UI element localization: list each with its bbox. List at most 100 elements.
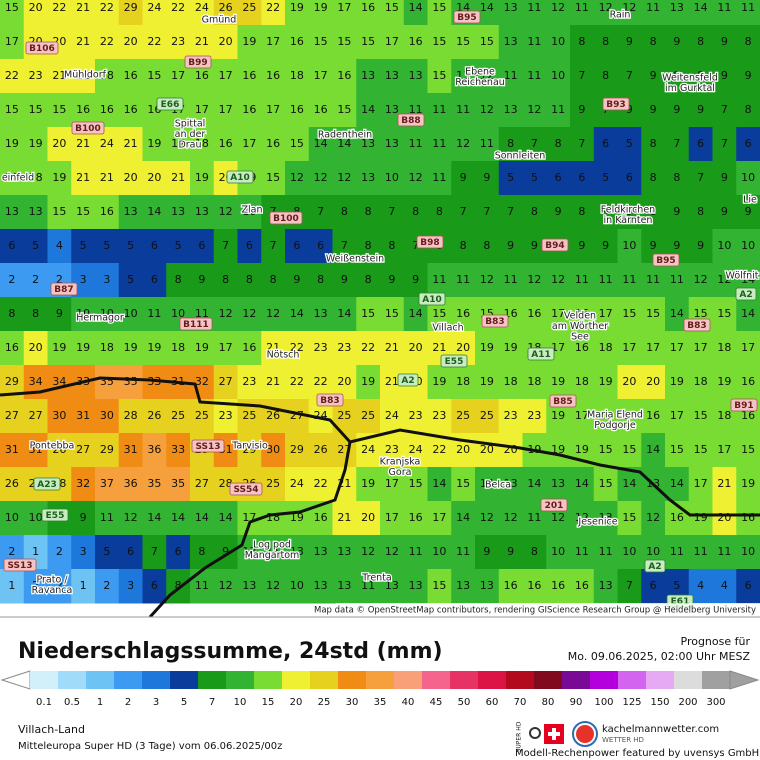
legend-tick-label: 2	[125, 697, 131, 708]
precip-cell	[498, 229, 523, 264]
precip-value: 11	[551, 103, 565, 116]
precip-value: 6	[8, 239, 15, 252]
precip-cell	[522, 59, 547, 94]
precip-value: 17	[314, 69, 328, 82]
precip-value: 2	[56, 273, 63, 286]
precip-value: 15	[385, 1, 399, 14]
legend-swatch	[282, 671, 310, 689]
road-label: A10	[230, 173, 250, 183]
precip-value: 12	[717, 273, 731, 286]
precip-value: 9	[578, 103, 585, 116]
road-label: B98	[420, 238, 439, 248]
precip-value: 8	[602, 35, 609, 48]
precip-cell	[641, 59, 666, 94]
precip-cell	[142, 59, 167, 94]
precip-cell	[0, 263, 25, 298]
legend-tick-label: 150	[650, 697, 669, 708]
road-label: B83	[687, 321, 706, 331]
precip-cell	[593, 59, 618, 94]
precip-value: 11	[195, 307, 209, 320]
precip-cell	[688, 535, 713, 570]
values: 15 20 22 21 22 29 24 22 24 26 25 22 19 19 17 16 15 14 15 14…	[5, 1, 755, 592]
precip-cell	[95, 195, 120, 230]
place-label: Tarvisio	[231, 441, 268, 452]
precip-value: 19	[670, 375, 684, 388]
precip-value: 11	[432, 103, 446, 116]
precip-value: 8	[317, 273, 324, 286]
precip-value: 16	[527, 307, 541, 320]
precip-cell	[665, 433, 690, 468]
precip-cell	[617, 535, 642, 570]
precip-cell	[451, 365, 476, 400]
precip-cell	[498, 467, 523, 502]
badge: SUPER HD	[516, 721, 523, 752]
precip-value: 11	[456, 103, 470, 116]
precip-cell	[522, 25, 547, 60]
precip-value: 12	[551, 511, 565, 524]
precip-cell	[736, 93, 760, 128]
precip-cell	[546, 467, 571, 502]
precip-value: 20	[646, 375, 660, 388]
precip-cell	[712, 501, 737, 536]
precip-cell	[261, 161, 286, 196]
precip-cell	[546, 297, 571, 332]
precip-value: 18	[575, 375, 589, 388]
place-label: Feldkirchen	[601, 205, 655, 216]
road-label: B87	[54, 285, 73, 295]
precip-cell	[118, 25, 143, 60]
precip-cell	[522, 0, 547, 26]
precip-cell	[593, 467, 618, 502]
precip-value: 2	[56, 579, 63, 592]
precip-value: 14	[527, 477, 541, 490]
precip-cell	[285, 297, 310, 332]
precip-cell	[522, 365, 547, 400]
precip-value: 6	[198, 239, 205, 252]
precip-cell	[688, 467, 713, 502]
precip-value: 8	[602, 69, 609, 82]
precip-cell	[570, 263, 595, 298]
precip-value: 15	[670, 443, 684, 456]
precip-value: 16	[409, 511, 423, 524]
precip-value: 7	[460, 205, 467, 218]
precip-cell	[522, 297, 547, 332]
precip-value: 9	[531, 239, 538, 252]
precip-value: 12	[290, 171, 304, 184]
precip-cell	[166, 263, 191, 298]
road-label: E66	[161, 100, 180, 110]
place-label: im Gurktal	[665, 83, 715, 94]
precip-value: 1	[80, 579, 87, 592]
legend-tick-label: 35	[374, 697, 387, 708]
road-label: B85	[553, 397, 572, 407]
precip-value: 5	[127, 273, 134, 286]
precip-cell	[688, 229, 713, 264]
precip-cell	[142, 467, 167, 502]
precip-value: 25	[242, 1, 256, 14]
magnifier	[529, 727, 541, 739]
precip-cell	[332, 569, 357, 604]
precip-value: 11	[717, 1, 731, 14]
precip-cell	[237, 263, 262, 298]
precip-value: 21	[52, 69, 66, 82]
precip-cell	[237, 127, 262, 162]
precip-cell	[427, 195, 452, 230]
precip-cell	[213, 59, 238, 94]
precip-value: 9	[555, 205, 562, 218]
precip-value: 31	[171, 375, 185, 388]
precip-cell	[498, 501, 523, 536]
precip-value: 12	[504, 511, 518, 524]
precip-cell	[522, 467, 547, 502]
legend-swatch	[450, 671, 478, 689]
precip-value: 13	[504, 477, 518, 490]
precip-cell	[427, 161, 452, 196]
precip-value: 15	[432, 579, 446, 592]
precip-value: 17	[670, 341, 684, 354]
road-shield	[527, 347, 555, 361]
precip-cell	[451, 467, 476, 502]
precip-cell	[356, 25, 381, 60]
precip-value: 23	[29, 69, 43, 82]
precip-cell	[261, 569, 286, 604]
precip-value: 8	[507, 137, 514, 150]
precip-value: 26	[266, 409, 280, 422]
precip-cell	[47, 0, 72, 26]
